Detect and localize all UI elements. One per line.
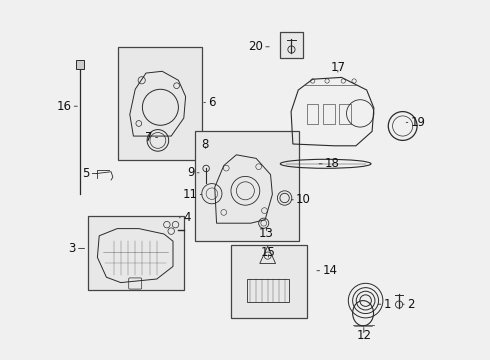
Text: 12: 12 — [356, 329, 371, 342]
Text: 7: 7 — [146, 131, 153, 144]
Text: 9: 9 — [187, 166, 195, 179]
Text: 20: 20 — [248, 40, 263, 53]
Bar — [280, 32, 303, 58]
Text: 18: 18 — [325, 157, 340, 170]
Bar — [307, 104, 318, 124]
Text: 16: 16 — [56, 100, 72, 113]
Text: 4: 4 — [183, 211, 191, 224]
Text: 17: 17 — [330, 61, 345, 74]
Text: 13: 13 — [259, 227, 274, 240]
Bar — [118, 47, 202, 160]
Bar — [231, 245, 307, 318]
Text: 1: 1 — [384, 298, 391, 311]
Text: 15: 15 — [261, 246, 276, 258]
Text: 14: 14 — [322, 264, 338, 277]
Text: 11: 11 — [182, 188, 197, 201]
Text: 10: 10 — [296, 193, 311, 206]
Bar — [247, 279, 289, 302]
Bar — [88, 216, 184, 290]
Text: 3: 3 — [69, 242, 76, 255]
Text: 8: 8 — [202, 138, 209, 150]
Bar — [339, 104, 351, 124]
FancyBboxPatch shape — [76, 60, 84, 69]
Text: 2: 2 — [407, 298, 415, 311]
Text: 5: 5 — [82, 167, 90, 180]
Text: 19: 19 — [411, 116, 426, 129]
Bar — [323, 104, 335, 124]
Text: 6: 6 — [208, 96, 216, 109]
Bar — [195, 131, 299, 241]
